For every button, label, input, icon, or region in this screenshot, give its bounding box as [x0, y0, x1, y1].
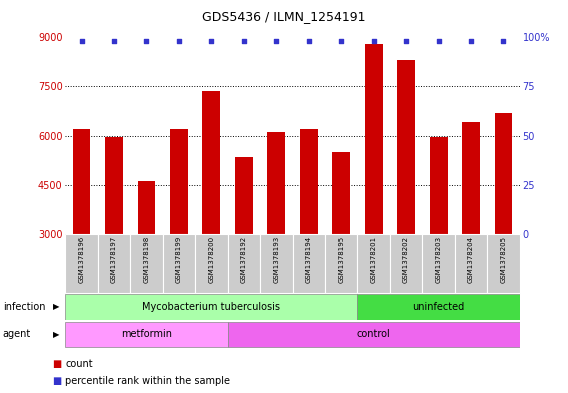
Text: metformin: metformin: [121, 329, 172, 340]
Bar: [202, 91, 220, 234]
Text: percentile rank within the sample: percentile rank within the sample: [65, 376, 230, 386]
Text: ■: ■: [52, 376, 61, 386]
Text: count: count: [65, 358, 93, 369]
Bar: [228, 234, 260, 293]
Text: agent: agent: [3, 329, 31, 340]
Bar: [423, 234, 455, 293]
Point: [239, 38, 248, 44]
Bar: [162, 234, 195, 293]
Bar: [495, 113, 512, 234]
Text: GSM1378199: GSM1378199: [176, 235, 182, 283]
Bar: [455, 234, 487, 293]
Point: [369, 38, 378, 44]
Point: [434, 38, 443, 44]
Text: infection: infection: [3, 302, 45, 312]
Bar: [365, 44, 383, 234]
Bar: [130, 234, 162, 293]
Bar: [300, 129, 318, 234]
Bar: [357, 234, 390, 293]
Text: ▶: ▶: [53, 330, 60, 339]
Bar: [325, 234, 357, 293]
Text: GSM1378197: GSM1378197: [111, 235, 117, 283]
Text: ■: ■: [52, 358, 61, 369]
Text: GSM1378202: GSM1378202: [403, 235, 409, 283]
Point: [402, 38, 411, 44]
Bar: [170, 129, 188, 234]
Bar: [195, 234, 228, 293]
Text: Mycobacterium tuberculosis: Mycobacterium tuberculosis: [143, 302, 281, 312]
Text: GSM1378193: GSM1378193: [273, 235, 279, 283]
Point: [142, 38, 151, 44]
Point: [466, 38, 475, 44]
Bar: [390, 234, 423, 293]
Bar: [228, 321, 520, 347]
Text: GSM1378201: GSM1378201: [371, 235, 377, 283]
Text: GSM1378192: GSM1378192: [241, 235, 247, 283]
Text: ▶: ▶: [53, 303, 60, 311]
Text: GSM1378204: GSM1378204: [468, 235, 474, 283]
Text: GSM1378194: GSM1378194: [306, 235, 312, 283]
Point: [110, 38, 119, 44]
Text: GSM1378196: GSM1378196: [78, 235, 85, 283]
Bar: [260, 234, 293, 293]
Bar: [268, 132, 285, 234]
Bar: [137, 182, 156, 234]
Bar: [105, 137, 123, 234]
Bar: [487, 234, 520, 293]
Bar: [397, 60, 415, 234]
Text: GSM1378205: GSM1378205: [500, 235, 507, 283]
Bar: [65, 294, 357, 320]
Point: [77, 38, 86, 44]
Bar: [429, 137, 448, 234]
Bar: [98, 234, 130, 293]
Bar: [462, 123, 480, 234]
Point: [337, 38, 346, 44]
Text: GSM1378195: GSM1378195: [338, 235, 344, 283]
Bar: [65, 234, 98, 293]
Text: GSM1378203: GSM1378203: [436, 235, 441, 283]
Bar: [293, 234, 325, 293]
Text: uninfected: uninfected: [412, 302, 465, 312]
Bar: [235, 157, 253, 234]
Text: control: control: [357, 329, 391, 340]
Point: [207, 38, 216, 44]
Bar: [357, 294, 520, 320]
Point: [272, 38, 281, 44]
Point: [499, 38, 508, 44]
Bar: [73, 129, 90, 234]
Point: [174, 38, 183, 44]
Text: GDS5436 / ILMN_1254191: GDS5436 / ILMN_1254191: [202, 10, 366, 23]
Point: [304, 38, 314, 44]
Bar: [65, 321, 228, 347]
Text: GSM1378198: GSM1378198: [144, 235, 149, 283]
Bar: [332, 152, 350, 234]
Text: GSM1378200: GSM1378200: [208, 235, 214, 283]
